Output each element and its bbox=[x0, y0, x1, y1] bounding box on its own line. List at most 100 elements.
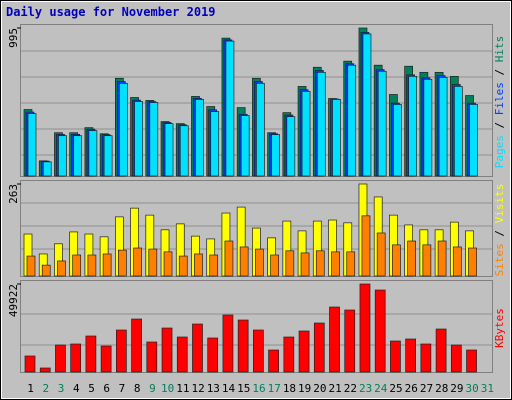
legend-entry: Files bbox=[493, 82, 506, 115]
bar bbox=[271, 134, 280, 177]
bar bbox=[87, 254, 97, 277]
bar bbox=[347, 64, 357, 177]
bar bbox=[331, 251, 340, 277]
bar bbox=[286, 116, 296, 177]
x-tick-label: 14 bbox=[222, 382, 236, 395]
bar bbox=[116, 329, 127, 373]
bar bbox=[270, 254, 279, 277]
legend: KBytes bbox=[493, 308, 506, 348]
bar bbox=[161, 327, 173, 373]
bar bbox=[255, 248, 264, 277]
x-tick-label: 27 bbox=[420, 382, 433, 395]
bar bbox=[88, 130, 98, 177]
bar bbox=[133, 247, 142, 277]
bar bbox=[332, 99, 341, 177]
bar bbox=[344, 309, 356, 373]
bar bbox=[362, 33, 372, 177]
bar bbox=[256, 82, 265, 177]
bar bbox=[452, 246, 462, 277]
legend-entry: KBytes bbox=[493, 308, 506, 348]
bar bbox=[390, 340, 401, 373]
bar bbox=[131, 318, 142, 373]
bar bbox=[134, 101, 143, 177]
bar bbox=[361, 215, 371, 277]
x-tick-label: 22 bbox=[344, 382, 357, 395]
bar bbox=[377, 70, 387, 177]
bar bbox=[100, 345, 112, 373]
bar bbox=[408, 75, 417, 177]
bar bbox=[225, 40, 235, 177]
bar bbox=[42, 161, 52, 177]
bar bbox=[450, 344, 462, 373]
x-tick-label: 2 bbox=[43, 382, 50, 395]
bar bbox=[224, 240, 234, 277]
x-tick-label: 18 bbox=[283, 382, 296, 395]
bar bbox=[468, 247, 477, 277]
x-tick-label: 12 bbox=[191, 382, 204, 395]
legend-entry: Hits bbox=[493, 36, 506, 63]
bar bbox=[207, 337, 219, 373]
bar bbox=[283, 336, 295, 373]
x-tick-label: 25 bbox=[389, 382, 402, 395]
bar bbox=[435, 328, 447, 373]
x-tick-label: 15 bbox=[237, 382, 250, 395]
x-tick-label: 19 bbox=[298, 382, 311, 395]
y-tick-label: 995 bbox=[7, 28, 20, 48]
x-tick-label: 24 bbox=[374, 382, 388, 395]
bar bbox=[26, 255, 36, 277]
x-tick-label: 10 bbox=[161, 382, 174, 395]
bar bbox=[374, 289, 386, 373]
bar bbox=[24, 355, 36, 373]
bar bbox=[469, 104, 478, 177]
bar bbox=[55, 344, 66, 373]
x-tick-label: 11 bbox=[176, 382, 189, 395]
x-tick-label: 23 bbox=[359, 382, 372, 395]
bar bbox=[346, 251, 356, 277]
bar bbox=[239, 246, 249, 277]
bar bbox=[176, 336, 188, 373]
bar bbox=[179, 125, 189, 177]
bar bbox=[102, 253, 112, 277]
bar bbox=[148, 248, 158, 277]
bar bbox=[376, 232, 386, 277]
x-tick-label: 1 bbox=[27, 382, 34, 395]
bar bbox=[149, 102, 159, 177]
x-tick-label: 17 bbox=[268, 382, 281, 395]
bar bbox=[422, 244, 432, 277]
bar bbox=[329, 306, 340, 373]
bar bbox=[119, 82, 128, 177]
x-tick-label: 31 bbox=[481, 382, 494, 395]
x-tick-label: 8 bbox=[134, 382, 141, 395]
x-tick-label: 30 bbox=[466, 382, 479, 395]
bar bbox=[466, 349, 477, 373]
bar bbox=[301, 91, 311, 177]
x-tick-label: 9 bbox=[149, 382, 156, 395]
x-tick-label: 4 bbox=[73, 382, 80, 395]
y-tick-label: 263 bbox=[7, 184, 20, 204]
x-tick-label: 28 bbox=[435, 382, 448, 395]
x-tick-label: 7 bbox=[119, 382, 126, 395]
bar bbox=[222, 314, 234, 373]
bar bbox=[192, 323, 203, 373]
x-tick-label: 26 bbox=[405, 382, 418, 395]
bar bbox=[237, 319, 249, 373]
bar bbox=[315, 250, 325, 277]
bar bbox=[164, 123, 174, 177]
bar bbox=[103, 135, 113, 177]
bar bbox=[268, 349, 279, 373]
x-tick-label: 13 bbox=[207, 382, 220, 395]
legend-entry: Visits bbox=[493, 184, 506, 224]
bar bbox=[57, 260, 66, 277]
bar bbox=[194, 253, 203, 277]
bar bbox=[85, 335, 97, 373]
bar bbox=[195, 99, 204, 177]
bar bbox=[58, 135, 67, 177]
bar bbox=[178, 255, 188, 277]
bar bbox=[316, 71, 326, 177]
bar bbox=[146, 341, 158, 373]
bar bbox=[70, 343, 82, 373]
bar bbox=[300, 252, 310, 277]
bar bbox=[393, 104, 402, 177]
x-tick-label: 16 bbox=[252, 382, 265, 395]
